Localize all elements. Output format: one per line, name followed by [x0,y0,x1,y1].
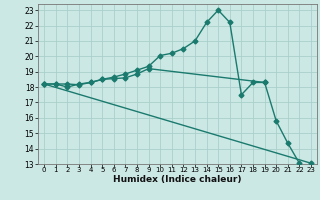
X-axis label: Humidex (Indice chaleur): Humidex (Indice chaleur) [113,175,242,184]
